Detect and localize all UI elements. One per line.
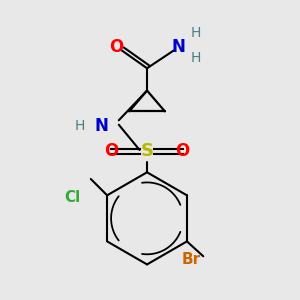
Text: Cl: Cl xyxy=(64,190,81,205)
Text: O: O xyxy=(109,38,123,56)
Text: H: H xyxy=(191,26,201,40)
Text: N: N xyxy=(171,38,185,56)
Text: O: O xyxy=(176,142,190,160)
Text: S: S xyxy=(140,142,154,160)
Text: Br: Br xyxy=(182,253,201,268)
Text: N: N xyxy=(94,117,108,135)
Text: O: O xyxy=(104,142,118,160)
Text: H: H xyxy=(191,51,201,65)
Text: H: H xyxy=(75,119,85,133)
